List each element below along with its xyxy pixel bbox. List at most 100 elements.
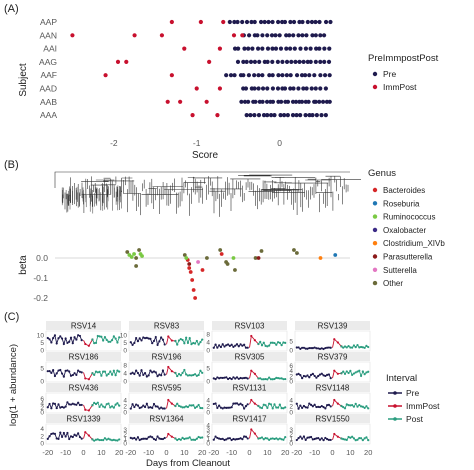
pre-score-point	[242, 46, 247, 51]
pre-score-point	[301, 86, 306, 91]
pre-series-point	[308, 346, 311, 350]
post-series-point	[186, 374, 190, 377]
pre-series-point	[304, 406, 307, 409]
pre-score-point	[319, 113, 324, 118]
pre-series-point	[295, 402, 298, 405]
pre-series-point	[299, 347, 302, 350]
post-series-point	[282, 378, 285, 381]
post-series-point	[280, 407, 283, 410]
panel-c: (C) log(1 + abundance) Days from Cleanou…	[4, 311, 440, 469]
pre-score-point	[291, 33, 296, 38]
immpost-series-line	[249, 369, 259, 379]
pre-score-point	[317, 19, 322, 25]
pre-series-point	[73, 433, 76, 436]
post-series-point	[343, 438, 347, 441]
pre-score-point	[273, 46, 279, 51]
immpost-score-point	[169, 73, 174, 78]
pre-series-point	[129, 341, 132, 344]
score-tick-label: -1	[193, 138, 201, 148]
legend-pre-text: Pre	[406, 388, 420, 398]
facet-panel	[294, 361, 371, 383]
post-series-point	[358, 437, 361, 440]
pre-series-point	[225, 406, 228, 409]
pre-series-point	[304, 375, 307, 378]
pre-score-point	[246, 46, 251, 51]
beta-point	[231, 256, 236, 260]
post-series-point	[356, 405, 359, 408]
pre-score-point	[265, 86, 270, 91]
pre-series-point	[223, 376, 226, 379]
facet-y-tick: 0	[206, 410, 210, 417]
facet-y-tick: 10	[37, 333, 45, 340]
pre-series-point	[59, 406, 62, 409]
post-series-point	[185, 336, 188, 339]
pre-series-point	[308, 436, 311, 439]
pre-series-point	[133, 405, 136, 409]
pre-series-point	[311, 372, 314, 375]
immpost-score-point	[103, 73, 108, 78]
facet-y-tick: 4	[206, 423, 210, 430]
pre-score-point	[265, 113, 270, 118]
post-series-point	[192, 373, 195, 377]
pre-series-point	[317, 436, 320, 440]
pre-series-point	[234, 377, 237, 380]
post-series-point	[114, 439, 117, 442]
pre-series-point	[59, 431, 62, 434]
post-series-point	[358, 369, 361, 372]
pre-series-point	[228, 344, 231, 347]
pre-score-point	[246, 73, 252, 78]
post-series-point	[188, 436, 191, 439]
pre-score-point	[260, 33, 265, 38]
post-series-point	[260, 406, 264, 410]
immpost-series-point	[167, 432, 170, 436]
pre-series-point	[297, 437, 300, 440]
facet-title: RSV14	[71, 322, 97, 331]
post-series-point	[280, 438, 283, 441]
post-series-point	[188, 374, 191, 377]
pre-series-point	[234, 344, 237, 347]
tree-leaves	[61, 185, 122, 214]
post-series-point	[98, 370, 101, 373]
facet-y-tick: 4	[206, 340, 210, 347]
immpost-score-point	[231, 33, 237, 38]
pre-series-point	[306, 406, 309, 409]
pre-series-point	[235, 402, 239, 405]
pre-score-point	[235, 59, 241, 64]
pre-series-point	[214, 378, 217, 381]
beta-point	[187, 262, 192, 266]
post-series-point	[110, 339, 114, 342]
immpost-series-point	[336, 372, 339, 375]
post-series-point	[190, 404, 193, 407]
pre-series-point	[143, 437, 147, 440]
days-tick-label: -20	[208, 448, 219, 457]
post-series-point	[280, 344, 283, 347]
pre-score-point	[328, 19, 333, 25]
post-series-point	[269, 437, 273, 440]
facet-strip	[295, 383, 370, 392]
pre-score-point	[246, 33, 252, 38]
post-series-point	[268, 402, 271, 405]
pre-series-point	[77, 369, 80, 372]
facet-title: RSV1417	[232, 415, 267, 424]
immpost-series-line	[249, 428, 259, 439]
days-tick-label: 20	[364, 448, 372, 457]
post-series-point	[349, 404, 352, 407]
facet-y-tick: 10	[120, 333, 128, 340]
pre-series-point	[133, 436, 136, 440]
post-series-point	[351, 435, 354, 438]
pre-series-point	[136, 404, 140, 407]
pre-series-point	[322, 439, 325, 442]
post-series-point	[264, 344, 267, 347]
pre-series-point	[326, 438, 329, 441]
pre-series-point	[313, 346, 316, 349]
immpost-score-point	[204, 99, 209, 104]
immpost-series-point	[84, 431, 87, 434]
post-series-point	[257, 377, 260, 380]
facet-title: RSV1339	[66, 415, 101, 424]
pre-series-point	[73, 372, 76, 375]
pre-score-point	[232, 19, 237, 25]
beta-point	[200, 268, 205, 272]
post-series-point	[193, 438, 197, 441]
immpost-series-line	[332, 433, 342, 441]
facet-strip	[46, 414, 121, 423]
